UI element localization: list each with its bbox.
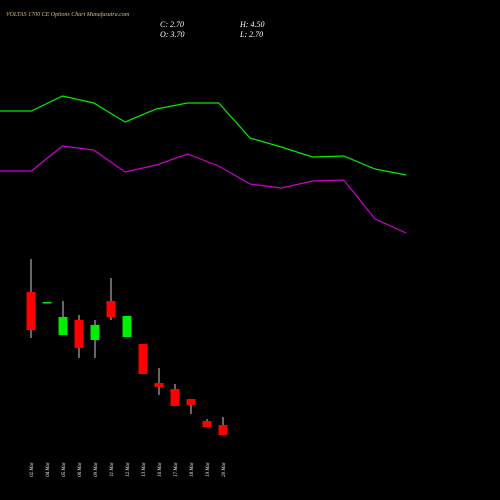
x-tick-label: 12 Mar <box>126 462 131 477</box>
candle-body <box>218 425 228 435</box>
x-tick-label: 18 Mar <box>190 462 195 477</box>
close-label: C: 2.70 <box>160 20 184 29</box>
candle-body <box>26 292 36 330</box>
x-tick-label: 06 Mar <box>78 462 83 477</box>
candle-body <box>106 301 116 317</box>
chart-title: VOLTAS 1700 CE Options Chart Munafasutra… <box>6 11 130 18</box>
x-tick-label: 19 Mar <box>206 462 211 477</box>
x-tick-label: 13 Mar <box>142 462 147 477</box>
candle-body <box>170 389 180 406</box>
x-tick-label: 05 Mar <box>62 462 67 477</box>
candle-body <box>122 316 132 337</box>
x-tick-label: 16 Mar <box>158 462 163 477</box>
x-tick-label: 17 Mar <box>174 462 179 477</box>
x-tick-label: 09 Mar <box>94 462 99 477</box>
candle-body <box>58 317 68 335</box>
candle-body <box>186 399 196 405</box>
x-tick-label: 02 Mar <box>30 462 35 477</box>
candle-body <box>154 383 164 387</box>
x-tick-label: 04 Mar <box>46 462 51 477</box>
high-label: H: 4.50 <box>239 20 264 29</box>
candle-body <box>74 320 84 348</box>
candle-body <box>90 325 100 340</box>
candle-body <box>202 421 212 427</box>
indicator-line <box>0 145 407 234</box>
open-label: O: 3.70 <box>160 30 184 39</box>
x-tick-label: 11 Mar <box>110 462 115 477</box>
x-tick-label: 20 Mar <box>222 462 227 477</box>
candle-body <box>138 344 148 374</box>
indicator-line <box>0 95 407 176</box>
candle-body <box>42 302 52 304</box>
low-label: L: 2.70 <box>239 30 263 39</box>
